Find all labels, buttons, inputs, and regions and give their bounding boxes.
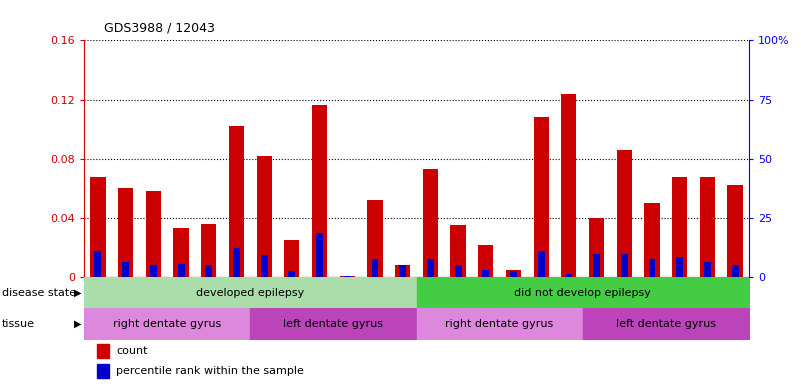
Bar bbox=[316, 233, 323, 277]
Bar bbox=[644, 203, 659, 277]
Bar bbox=[427, 260, 434, 277]
Bar bbox=[146, 191, 161, 277]
Bar bbox=[482, 270, 489, 277]
Bar bbox=[478, 245, 493, 277]
Bar bbox=[423, 169, 438, 277]
Bar bbox=[700, 177, 715, 277]
Bar bbox=[589, 218, 604, 277]
Bar bbox=[95, 251, 102, 277]
Bar bbox=[593, 253, 600, 277]
Bar bbox=[537, 251, 545, 277]
Bar bbox=[617, 150, 632, 277]
Text: tissue: tissue bbox=[2, 319, 34, 329]
Bar bbox=[150, 265, 157, 277]
Bar bbox=[506, 270, 521, 277]
Text: right dentate gyrus: right dentate gyrus bbox=[445, 319, 553, 329]
Bar bbox=[510, 271, 517, 277]
Bar bbox=[566, 274, 573, 277]
Bar bbox=[533, 118, 549, 277]
Bar bbox=[649, 260, 655, 277]
Bar bbox=[178, 264, 184, 277]
Bar bbox=[123, 262, 129, 277]
Text: ▶: ▶ bbox=[74, 288, 81, 298]
Text: right dentate gyrus: right dentate gyrus bbox=[113, 319, 221, 329]
Bar bbox=[288, 271, 296, 277]
Bar bbox=[284, 240, 300, 277]
Bar bbox=[676, 257, 683, 277]
Bar bbox=[450, 225, 465, 277]
Bar bbox=[704, 262, 710, 277]
Bar bbox=[174, 228, 189, 277]
Bar bbox=[98, 344, 110, 358]
Bar bbox=[260, 255, 268, 277]
Text: ▶: ▶ bbox=[74, 319, 81, 329]
Bar bbox=[229, 126, 244, 277]
Bar bbox=[340, 276, 355, 277]
Bar bbox=[395, 265, 410, 277]
Bar bbox=[372, 260, 378, 277]
Bar bbox=[455, 265, 461, 277]
Bar bbox=[91, 177, 106, 277]
Text: disease state: disease state bbox=[2, 288, 76, 298]
Text: GDS3988 / 12043: GDS3988 / 12043 bbox=[104, 22, 215, 35]
Text: left dentate gyrus: left dentate gyrus bbox=[616, 319, 716, 329]
Text: did not develop epilepsy: did not develop epilepsy bbox=[514, 288, 651, 298]
Text: developed epilepsy: developed epilepsy bbox=[196, 288, 304, 298]
Text: count: count bbox=[116, 346, 147, 356]
Bar bbox=[233, 248, 240, 277]
Text: left dentate gyrus: left dentate gyrus bbox=[284, 319, 384, 329]
Bar bbox=[562, 94, 577, 277]
Bar bbox=[368, 200, 383, 277]
Bar bbox=[256, 156, 272, 277]
Bar bbox=[731, 265, 739, 277]
Bar bbox=[312, 106, 327, 277]
Bar bbox=[118, 189, 133, 277]
Bar bbox=[621, 253, 628, 277]
Bar bbox=[205, 265, 212, 277]
Bar bbox=[727, 185, 743, 277]
Bar bbox=[201, 224, 216, 277]
Bar bbox=[399, 265, 406, 277]
Bar bbox=[98, 364, 110, 378]
Bar bbox=[672, 177, 687, 277]
Bar bbox=[344, 276, 351, 277]
Text: percentile rank within the sample: percentile rank within the sample bbox=[116, 366, 304, 376]
